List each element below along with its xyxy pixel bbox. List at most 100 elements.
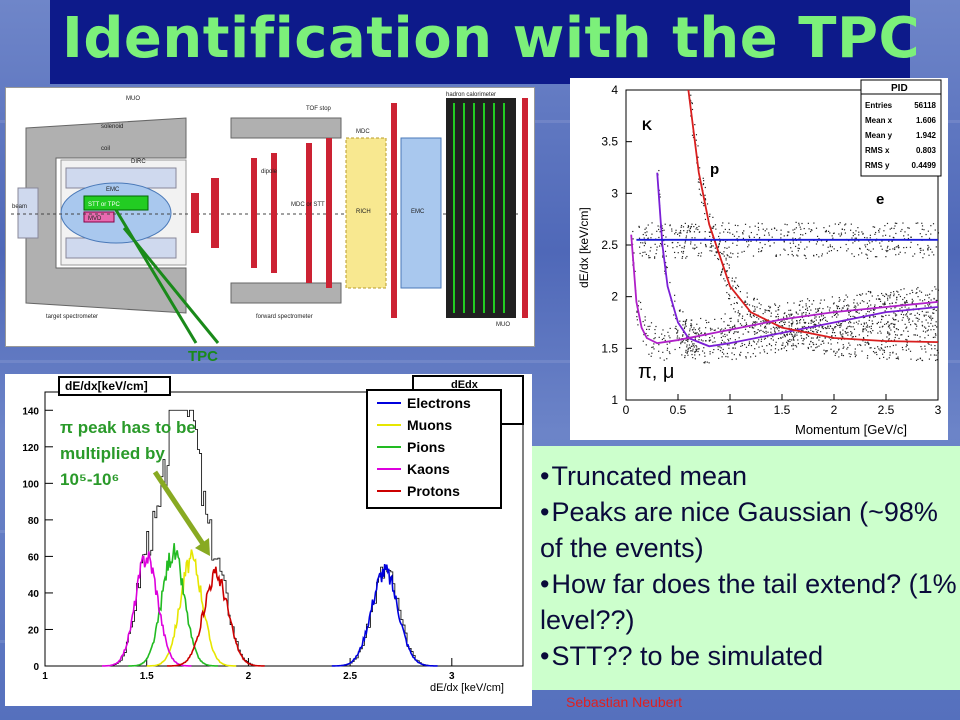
pid-point bbox=[666, 349, 668, 351]
pid-point bbox=[694, 332, 696, 334]
pid-point bbox=[721, 271, 723, 273]
pid-point bbox=[838, 322, 840, 324]
pid-point bbox=[840, 232, 843, 234]
pid-point bbox=[781, 331, 783, 333]
pid-point bbox=[857, 227, 859, 229]
pid-point bbox=[793, 302, 795, 304]
pid-point bbox=[895, 357, 897, 360]
pid-point bbox=[766, 352, 768, 354]
pid-point bbox=[669, 327, 671, 330]
pid-point bbox=[886, 297, 889, 299]
pid-point bbox=[807, 322, 810, 324]
pid-point bbox=[795, 344, 797, 347]
pid-point bbox=[864, 341, 866, 343]
pid-point bbox=[790, 314, 792, 316]
pid-point bbox=[803, 321, 805, 324]
pid-point bbox=[636, 310, 638, 312]
pid-point bbox=[850, 334, 852, 336]
pid-point bbox=[791, 253, 793, 256]
pid-point bbox=[698, 328, 700, 330]
pid-point bbox=[813, 255, 815, 257]
pid-point bbox=[702, 350, 704, 352]
pid-point bbox=[912, 320, 914, 322]
pid-point bbox=[780, 233, 782, 235]
pid-point bbox=[906, 299, 908, 302]
pid-point bbox=[685, 257, 687, 259]
pid-point bbox=[874, 315, 876, 318]
pid-point bbox=[846, 296, 849, 298]
label-emc: EMC bbox=[106, 187, 120, 193]
pid-point bbox=[745, 323, 748, 326]
pid-point bbox=[804, 232, 807, 235]
pid-point bbox=[786, 341, 788, 343]
pid-point bbox=[688, 344, 691, 346]
pid-point bbox=[791, 322, 794, 325]
pid-point bbox=[643, 245, 645, 247]
pid-point bbox=[925, 233, 927, 236]
pid-point bbox=[736, 284, 739, 286]
pid-point bbox=[784, 321, 786, 323]
pid-point bbox=[736, 301, 738, 304]
pid-point bbox=[683, 247, 685, 249]
pid-point bbox=[784, 345, 787, 347]
pid-point bbox=[766, 228, 768, 230]
pid-point bbox=[924, 337, 926, 339]
pid-point bbox=[706, 322, 708, 324]
pid-point bbox=[916, 288, 918, 290]
pid-point bbox=[880, 321, 882, 323]
pid-xtick-label: 2 bbox=[831, 403, 838, 417]
pid-point bbox=[791, 335, 794, 337]
pid-point bbox=[690, 350, 692, 352]
pid-point bbox=[914, 334, 916, 336]
pid-point bbox=[815, 308, 817, 310]
pid-point bbox=[783, 312, 785, 315]
peak-note-line2: multiplied by bbox=[60, 444, 165, 463]
pid-point bbox=[744, 319, 746, 321]
pid-point bbox=[677, 252, 679, 254]
pid-point bbox=[875, 231, 877, 234]
dedx-ytick-label: 80 bbox=[28, 516, 40, 527]
pid-point bbox=[831, 296, 833, 298]
pid-point bbox=[690, 326, 692, 328]
stats-value: 56118 bbox=[914, 101, 936, 110]
pid-point bbox=[674, 233, 676, 235]
pid-point bbox=[866, 248, 869, 251]
pid-point bbox=[640, 308, 642, 310]
pid-point bbox=[885, 308, 888, 310]
pid-point bbox=[770, 345, 773, 347]
pid-point bbox=[895, 344, 897, 346]
pid-point bbox=[644, 251, 646, 253]
pid-point bbox=[728, 331, 730, 334]
pid-point bbox=[748, 342, 751, 345]
pid-series-curve bbox=[630, 234, 939, 345]
pid-point bbox=[892, 317, 894, 319]
pid-point bbox=[817, 336, 819, 338]
pid-point bbox=[799, 226, 801, 228]
pid-point bbox=[728, 222, 730, 224]
pid-point bbox=[687, 350, 689, 352]
pid-point bbox=[753, 236, 755, 238]
pid-point bbox=[924, 331, 927, 333]
pid-point bbox=[725, 257, 727, 259]
pid-point bbox=[839, 326, 841, 329]
pid-point bbox=[883, 302, 885, 305]
pid-point bbox=[790, 309, 792, 311]
pid-point bbox=[808, 343, 811, 345]
pid-point bbox=[705, 246, 707, 248]
pid-ytick-label: 3.5 bbox=[601, 135, 618, 149]
pid-point bbox=[927, 329, 929, 331]
pid-point bbox=[821, 319, 824, 321]
pid-point bbox=[658, 236, 660, 239]
pid-point bbox=[686, 339, 688, 341]
pid-point bbox=[929, 293, 931, 295]
pid-point bbox=[933, 308, 935, 310]
peak-note-line3: 10⁵-10⁶ bbox=[60, 470, 120, 489]
pid-point bbox=[805, 314, 807, 316]
pid-point bbox=[727, 324, 729, 326]
pid-point bbox=[755, 332, 757, 334]
pid-point bbox=[668, 335, 670, 337]
pid-point bbox=[764, 325, 766, 328]
pid-point bbox=[872, 315, 874, 317]
pid-point bbox=[757, 341, 759, 343]
pid-point bbox=[708, 231, 710, 233]
